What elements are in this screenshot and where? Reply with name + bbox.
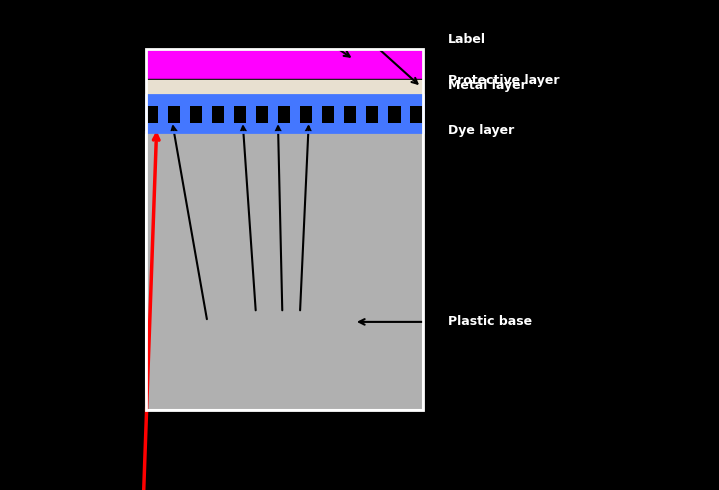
Bar xyxy=(168,106,180,122)
Bar xyxy=(234,106,246,122)
Text: Protective layer: Protective layer xyxy=(448,74,559,87)
Bar xyxy=(411,106,423,122)
Bar xyxy=(146,106,158,122)
Bar xyxy=(278,106,290,122)
Bar xyxy=(146,79,423,95)
Bar xyxy=(146,132,423,410)
Bar xyxy=(146,49,423,79)
Text: Plastic base: Plastic base xyxy=(448,316,532,328)
Bar xyxy=(344,106,357,122)
Bar xyxy=(322,106,334,122)
Text: Label: Label xyxy=(448,33,486,46)
Bar xyxy=(366,106,378,122)
Bar xyxy=(146,95,423,132)
Bar xyxy=(388,106,400,122)
Text: Metal layer: Metal layer xyxy=(448,79,526,93)
Bar xyxy=(190,106,202,122)
Text: Dye layer: Dye layer xyxy=(448,123,514,137)
Bar xyxy=(212,106,224,122)
Bar xyxy=(256,106,268,122)
Bar xyxy=(300,106,312,122)
Bar xyxy=(146,95,423,132)
